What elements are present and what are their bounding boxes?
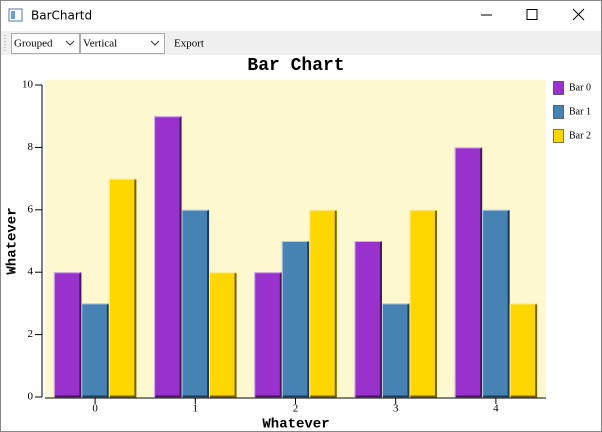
bar-shade — [510, 304, 538, 398]
bar-highlight — [482, 209, 509, 397]
bar-highlight — [409, 209, 436, 397]
bar — [281, 241, 310, 397]
combo-box[interactable] — [80, 33, 165, 54]
x-tick-label: 3 — [393, 403, 399, 415]
close-glyph — [572, 8, 585, 21]
bar — [309, 209, 337, 397]
export-button[interactable]: Export — [168, 33, 216, 54]
bar — [53, 272, 82, 397]
y-tick-label: 4 — [28, 266, 34, 278]
bar — [381, 303, 410, 397]
bar-highlight — [509, 303, 537, 397]
bar-shade — [410, 210, 437, 398]
bar — [409, 209, 437, 397]
bar-shade — [82, 304, 109, 398]
bar — [354, 241, 382, 397]
app-icon — [8, 8, 23, 22]
legend-label: Bar 0 — [569, 82, 591, 93]
bar-shade — [310, 210, 337, 398]
bar-highlight — [281, 241, 309, 397]
legend-swatch — [553, 105, 564, 119]
bar — [81, 303, 109, 397]
bar-highlight — [53, 272, 81, 397]
legend-swatch — [553, 129, 564, 143]
maximize-glyph — [526, 9, 538, 20]
bar-highlight — [209, 272, 236, 397]
bar-highlight — [154, 116, 181, 397]
bar-shade — [355, 242, 382, 398]
combo-text: Grouped — [14, 38, 53, 50]
bar — [482, 209, 510, 397]
maximize-button[interactable] — [508, 1, 554, 29]
bar-shade — [455, 148, 483, 398]
chart: Bar Chart Whatever Whatever 0 2 4 6 8 10 0 1 2 3 4… — [5, 56, 591, 432]
bar-shade — [182, 210, 210, 398]
bar-shade — [109, 179, 137, 398]
bar-shade — [54, 273, 82, 398]
chart-title: Bar Chart — [247, 56, 344, 76]
close-button[interactable] — [554, 1, 601, 29]
y-tick-label: 6 — [28, 203, 34, 215]
bar-highlight — [309, 209, 336, 397]
legend-swatch — [553, 81, 564, 95]
minimize-button[interactable] — [462, 1, 508, 29]
window-title: BarChartd — [31, 9, 92, 23]
x-tick-label: 4 — [493, 403, 499, 415]
app-icon-part — [11, 11, 15, 19]
legend-label: Bar 1 — [569, 106, 591, 117]
x-tick-label: 1 — [193, 403, 199, 415]
bar-shade — [255, 273, 282, 398]
bar-highlight — [108, 178, 136, 397]
combo-text: Vertical — [83, 38, 117, 50]
y-tick-label: 0 — [28, 391, 34, 403]
bar — [209, 272, 237, 397]
bar — [181, 209, 210, 397]
y-tick-label: 8 — [28, 141, 34, 153]
x-tick-label: 2 — [293, 403, 299, 415]
legend-label: Bar 2 — [569, 130, 591, 141]
bar — [154, 116, 182, 397]
button-text: Export — [174, 38, 204, 50]
combo-box[interactable] — [11, 33, 80, 54]
bar — [254, 272, 282, 397]
y-tick-label: 2 — [28, 328, 34, 340]
x-tick-label: 0 — [92, 403, 98, 415]
bar-highlight — [81, 303, 108, 397]
bar-highlight — [454, 147, 482, 397]
bar-highlight — [381, 303, 409, 397]
bar-highlight — [181, 209, 209, 397]
combo-arrow — [150, 40, 160, 46]
mode-combo[interactable]: Grouped — [11, 33, 80, 54]
bar-highlight — [254, 272, 281, 397]
y-tick-label: 10 — [22, 79, 34, 91]
maximize-area[interactable] — [508, 1, 554, 29]
bar — [108, 178, 137, 397]
bar-shade — [282, 242, 310, 398]
bar-shade — [382, 304, 410, 398]
x-axis-label: Whatever — [262, 417, 329, 432]
bar — [454, 147, 483, 397]
bar-shade — [210, 273, 237, 398]
orientation-combo[interactable]: Vertical — [80, 33, 165, 54]
bar — [509, 303, 538, 397]
y-axis-label: Whatever — [5, 207, 21, 274]
bar-shade — [483, 210, 510, 398]
combo-arrow — [65, 40, 75, 46]
bar-highlight — [354, 241, 381, 397]
bar-shade — [155, 117, 182, 398]
